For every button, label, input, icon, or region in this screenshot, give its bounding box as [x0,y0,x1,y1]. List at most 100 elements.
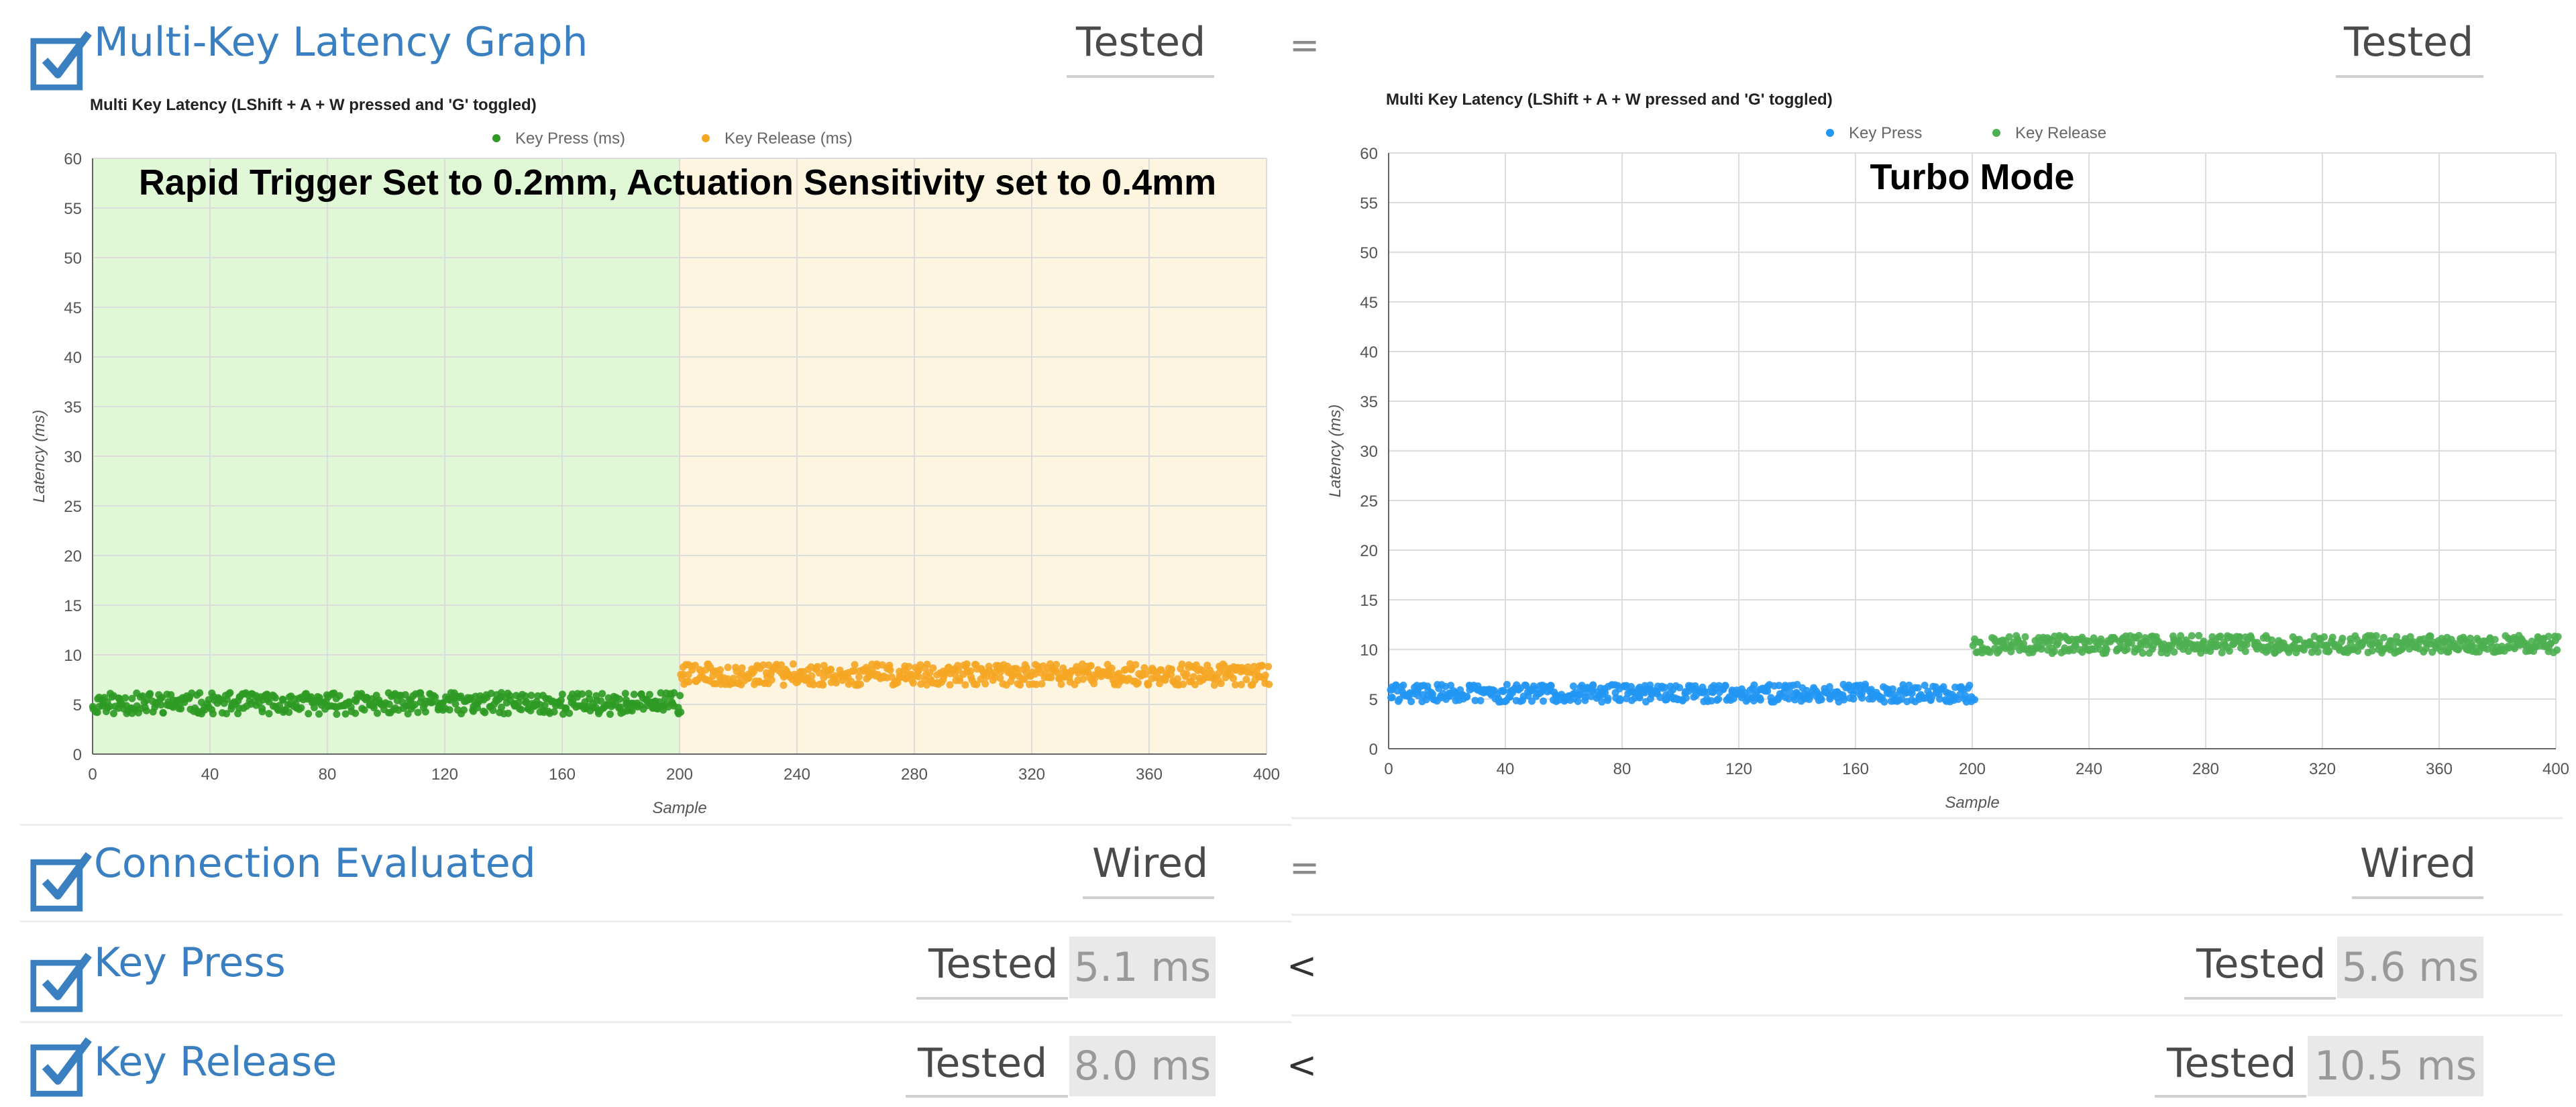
data-point [2127,639,2135,647]
x-tick-label: 120 [1725,760,1752,778]
left-status-underline [916,997,1068,1000]
data-point [541,701,549,709]
data-point [818,680,826,688]
y-tick-label: 60 [1360,145,1378,163]
right-status-underline [2352,896,2483,899]
data-point [128,694,136,702]
checkbox-checked-icon[interactable] [30,848,94,912]
data-point [808,678,816,686]
data-point [1880,698,1888,706]
data-point [234,710,242,718]
data-point [2218,649,2226,657]
left-status-graph: Tested [1076,19,1206,66]
data-point [2422,645,2430,653]
data-point [2097,635,2105,643]
data-point [729,674,737,682]
data-point [1053,660,1061,668]
left-value-key-release: 8.0 ms [1069,1036,1216,1096]
data-point [1616,696,1624,704]
data-point [814,663,822,671]
data-point [1168,666,1176,674]
data-point [1242,676,1250,684]
data-point [566,709,574,717]
chart-annotation: Rapid Trigger Set to 0.2mm, Actuation Se… [139,162,1216,203]
data-point [1079,675,1087,683]
data-point [738,664,746,672]
checkbox-checked-icon[interactable] [30,949,94,1013]
right-status-underline [2184,997,2336,1000]
data-point [657,689,665,697]
data-point [373,709,381,717]
data-point [2438,643,2447,651]
data-point [628,706,636,715]
data-point [2379,633,2387,641]
data-point [341,710,350,718]
data-point [2296,635,2304,643]
data-point [1528,697,1536,705]
data-point [2314,648,2322,656]
data-point [409,702,417,710]
data-point [789,660,797,668]
data-point [523,698,531,706]
legend-marker [492,134,500,142]
y-tick-label: 45 [64,299,82,317]
right-status-graph: Tested [2344,19,2474,66]
y-tick-label: 5 [73,696,82,715]
x-tick-label: 0 [1384,760,1393,778]
data-point [451,700,460,708]
data-point [1057,680,1065,688]
x-tick-label: 280 [2192,760,2219,778]
data-point [1756,696,1764,704]
data-point [305,710,313,718]
data-point [1016,681,1024,689]
data-point [802,674,810,682]
row-separator [20,824,1291,826]
data-point [996,674,1004,682]
data-point [457,692,465,700]
data-point [1178,660,1186,668]
data-point [1721,682,1729,690]
row-separator [20,1021,1291,1023]
data-point [258,708,266,716]
data-point [265,710,273,718]
right-status-key-press: Tested [2196,941,2326,988]
checkbox-checked-icon[interactable] [30,1033,94,1098]
row-separator [1291,817,2563,819]
data-point [487,689,495,697]
data-point [1966,682,1974,690]
data-point [1995,647,2003,655]
data-point [1574,697,1582,705]
data-point [347,703,355,711]
data-point [855,673,863,681]
data-point [1265,680,1273,688]
y-tick-label: 20 [1360,542,1378,560]
y-tick-label: 40 [1360,344,1378,362]
right-status-key-release: Tested [2167,1040,2297,1087]
data-point [1750,681,1758,689]
y-tick-label: 50 [64,250,82,268]
data-point [1167,671,1175,679]
data-point [1084,668,1092,676]
data-point [621,690,629,698]
data-point [1265,663,1273,671]
legend-marker [1826,129,1834,137]
data-point [637,690,645,698]
data-point [1707,697,1715,705]
data-point [1569,682,1577,690]
data-point [2511,645,2519,653]
data-point [2268,636,2276,644]
data-point [1462,693,1470,701]
checkbox-checked-icon[interactable] [30,27,94,91]
data-point [2102,646,2110,654]
data-point [504,709,513,717]
data-point [1399,681,1407,689]
legend-label: Key Release (ms) [724,129,853,148]
latency-chart-rapid-trigger: 0 5 10 15 20 25 30 35 40 45 50 55 60 0 40 80 120 160 200 24… [30,96,1280,817]
data-point [142,706,150,715]
data-point [352,709,360,717]
data-point [676,692,684,700]
left-status-underline [1067,75,1214,78]
data-point [820,662,828,670]
left-value-key-press: 5.1 ms [1069,937,1216,998]
right-status-underline [2336,75,2483,78]
